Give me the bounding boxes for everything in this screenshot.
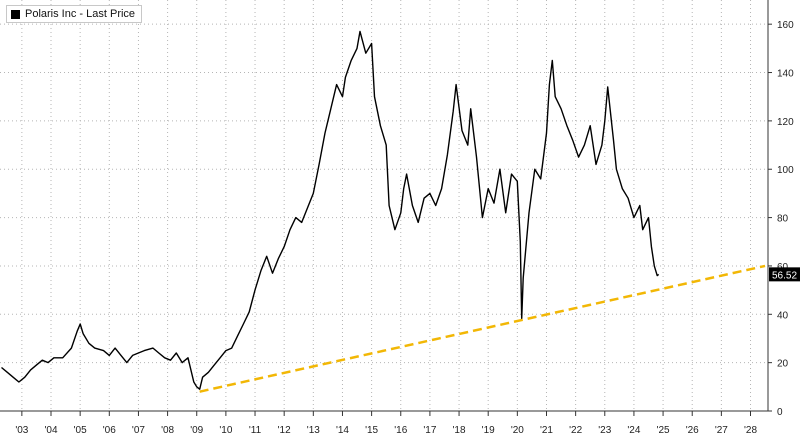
x-tick-label: '26: [686, 425, 699, 436]
y-tick-label: 160: [777, 20, 794, 31]
y-tick-label: 0: [777, 407, 783, 418]
x-tick-label: '15: [365, 425, 378, 436]
x-tick-label: '21: [540, 425, 553, 436]
labels: 56.52: [769, 267, 800, 282]
x-tick-label: '22: [569, 425, 582, 436]
x-tick-label: '13: [307, 425, 320, 436]
y-tick-label: 80: [777, 214, 789, 225]
x-tick-label: '24: [627, 425, 640, 436]
x-tick-label: '04: [44, 425, 57, 436]
series: [1, 30, 766, 393]
y-tick-label: 120: [777, 117, 794, 128]
x-tick-label: '27: [715, 425, 728, 436]
x-tick-label: '20: [511, 425, 524, 436]
axes: 020406080100120140160'03'04'05'06'07'08'…: [0, 0, 794, 436]
price-series-line: [1, 30, 660, 390]
legend-label: Polaris Inc - Last Price: [25, 8, 136, 20]
x-tick-label: '25: [657, 425, 670, 436]
legend: Polaris Inc - Last Price: [6, 5, 143, 23]
x-tick-label: '16: [394, 425, 407, 436]
trendline: [199, 264, 766, 393]
last-price-label-bg: [769, 267, 800, 282]
y-tick-label: 100: [777, 165, 794, 176]
x-tick-label: '05: [74, 425, 87, 436]
x-tick-label: '11: [249, 425, 262, 436]
x-tick-label: '06: [103, 425, 116, 436]
x-tick-label: '14: [336, 425, 349, 436]
last-price-label: 56.52: [772, 270, 797, 281]
x-tick-label: '10: [219, 425, 232, 436]
x-tick-label: '09: [190, 425, 203, 436]
x-tick-label: '28: [744, 425, 757, 436]
x-tick-label: '12: [278, 425, 291, 436]
y-tick-label: 20: [777, 359, 789, 370]
x-tick-label: '17: [423, 425, 436, 436]
x-tick-label: '18: [453, 425, 466, 436]
y-tick-label: 140: [777, 69, 794, 80]
grid-lines: [0, 0, 768, 411]
x-tick-label: '08: [161, 425, 174, 436]
x-tick-label: '03: [15, 425, 28, 436]
legend-swatch: [11, 9, 20, 19]
y-tick-label: 40: [777, 310, 789, 321]
x-tick-label: '07: [132, 425, 145, 436]
x-tick-label: '23: [598, 425, 611, 436]
x-tick-label: '19: [482, 425, 495, 436]
